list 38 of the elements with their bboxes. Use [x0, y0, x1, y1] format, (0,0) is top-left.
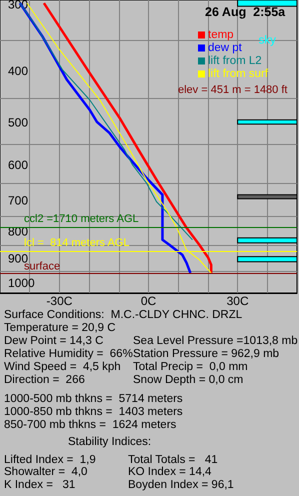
- text: KO Index = 14,4: [128, 466, 212, 479]
- text: Lifted Index = 1,9: [4, 454, 96, 466]
- text: Boyden Index = 96,1: [128, 479, 234, 492]
- legend-label: dew pt: [208, 42, 243, 54]
- text: Station Pressure = 962,9 mb: [133, 348, 280, 361]
- legend-label: lift from surf: [208, 68, 269, 80]
- text: Total Precip = 0,0 mm: [133, 361, 248, 374]
- annotation: ccl2 =1710 meters AGL: [24, 212, 139, 225]
- text: Temperature = 20,9 C: [4, 322, 116, 335]
- text: Total Totals = 41: [128, 454, 218, 466]
- text: Snow Depth = 0,0 cm: [133, 374, 244, 387]
- text: 1000-850 mb thkns = 1403 meters: [4, 406, 183, 419]
- annotation: elev = 451 m = 1480 ft: [178, 84, 288, 96]
- x-tick-label: -30C: [46, 294, 73, 308]
- text: Sea Level Pressure =1013,8 mb: [133, 335, 298, 348]
- text: Direction = 266: [4, 374, 85, 387]
- x-tick-label: 0C: [140, 294, 156, 308]
- annotation: lcl = 814 meters AGL: [24, 236, 130, 249]
- text: Surface Conditions: M.C.-CLDY CHNC. DRZL: [4, 309, 242, 322]
- y-tick-label: 400: [8, 64, 28, 78]
- annotation: 26 Aug 2:55a: [205, 5, 286, 19]
- text: Stability Indices:: [68, 436, 152, 449]
- text: 1000-500 mb thkns = 5714 meters: [4, 393, 183, 406]
- y-tick-label: 500: [8, 116, 28, 130]
- text: Showalter = 4,0: [4, 466, 88, 479]
- text: Relative Humidity = 66%: [4, 348, 133, 361]
- y-tick-label: 600: [8, 158, 28, 172]
- text: Dew Point = 14,3 C: [4, 335, 104, 348]
- text: 850-700 mb thkns = 1624 meters: [4, 419, 176, 432]
- ref-line-label: surface: [24, 260, 60, 272]
- text: Wind Speed = 4,5 kph: [4, 361, 121, 374]
- y-tick-label: 1000: [8, 276, 36, 290]
- y-tick-label: 700: [8, 193, 28, 208]
- legend-label: temp: [208, 29, 234, 41]
- x-tick-label: 30C: [226, 294, 249, 308]
- band-label: sky: [258, 34, 276, 47]
- text: K Index = 31: [4, 479, 76, 492]
- legend-label: lift from L2: [208, 55, 262, 67]
